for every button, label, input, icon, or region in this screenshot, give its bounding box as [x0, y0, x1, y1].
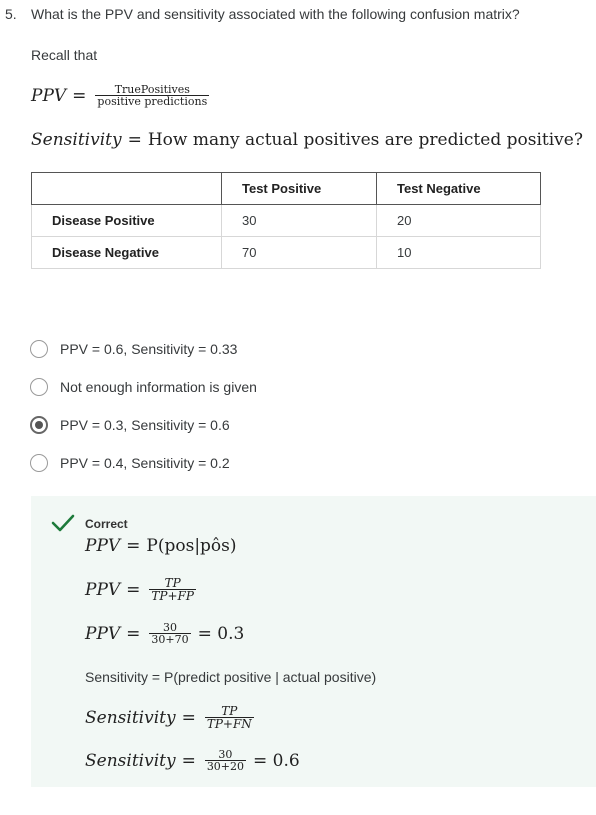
answer-option-label: PPV = 0.3, Sensitivity = 0.6 — [60, 417, 230, 433]
table-header-test-negative: Test Negative — [376, 172, 541, 205]
formula-fraction: TP TP+FN — [204, 704, 254, 731]
formula-numerator: TP — [164, 576, 181, 590]
feedback-status: Correct — [85, 517, 128, 531]
formula-denominator: 30+70 — [149, 633, 191, 646]
formula-equals: = — [126, 536, 141, 556]
ppv-formula-denominator: positive predictions — [95, 95, 210, 108]
answer-option-3[interactable]: PPV = 0.3, Sensitivity = 0.6 — [30, 406, 257, 444]
feedback-formula-2: PPV = TP TP+FP — [85, 576, 199, 603]
answer-option-label: PPV = 0.6, Sensitivity = 0.33 — [60, 341, 238, 357]
radio-button-selected[interactable] — [30, 416, 48, 434]
table-header-empty — [31, 172, 222, 205]
feedback-formula-3: PPV = 30 30+70 = 0.3 — [85, 622, 244, 646]
table-cell: 30 — [221, 204, 377, 237]
formula-numerator: TP — [221, 704, 238, 718]
sensitivity-formula-lhs: Sensitivity — [31, 130, 122, 150]
question-text: What is the PPV and sensitivity associat… — [31, 6, 520, 22]
radio-button[interactable] — [30, 340, 48, 358]
radio-button[interactable] — [30, 454, 48, 472]
answer-option-2[interactable]: Not enough information is given — [30, 368, 257, 406]
sensitivity-formula-equals: = — [127, 130, 142, 150]
ppv-formula-fraction: TruePositives positive predictions — [95, 83, 210, 108]
feedback-sensitivity-text: Sensitivity = P(predict positive | actua… — [85, 669, 377, 685]
formula-fraction: TP TP+FP — [149, 576, 196, 603]
feedback-formula-1: PPV = P(pos|pôs) — [85, 536, 237, 556]
formula-equals: = — [126, 624, 141, 644]
table-row: Disease Positive 30 20 — [31, 204, 541, 237]
formula-fraction: 30 30+70 — [149, 621, 191, 646]
answer-option-1[interactable]: PPV = 0.6, Sensitivity = 0.33 — [30, 330, 257, 368]
ppv-formula-numerator: TruePositives — [114, 83, 190, 96]
formula-lhs: Sensitivity — [85, 751, 176, 771]
answer-option-label: PPV = 0.4, Sensitivity = 0.2 — [60, 455, 230, 471]
feedback-formula-5: Sensitivity = 30 30+20 = 0.6 — [85, 749, 300, 773]
ppv-formula-lhs: PPV — [31, 86, 67, 106]
answer-option-4[interactable]: PPV = 0.4, Sensitivity = 0.2 — [30, 444, 257, 482]
ppv-formula: PPV = TruePositives positive predictions — [31, 84, 212, 108]
formula-numerator: 30 — [218, 748, 233, 761]
formula-denominator: TP+FN — [204, 717, 254, 731]
ppv-formula-equals: = — [72, 86, 87, 106]
formula-result: = 0.3 — [197, 624, 245, 644]
formula-lhs: Sensitivity — [85, 708, 176, 728]
sensitivity-formula-rhs: How many actual positives are predicted … — [147, 130, 583, 150]
formula-equals: = — [181, 751, 196, 771]
feedback-formula-4: Sensitivity = TP TP+FN — [85, 704, 257, 731]
table-cell: 70 — [221, 236, 377, 269]
table-cell: 20 — [376, 204, 541, 237]
table-header-row: Test Positive Test Negative — [31, 172, 541, 205]
formula-lhs: PPV — [85, 624, 121, 644]
confusion-matrix-table: Test Positive Test Negative Disease Posi… — [31, 172, 541, 269]
formula-numerator: 30 — [163, 621, 178, 634]
checkmark-icon — [51, 514, 75, 532]
table-header-test-positive: Test Positive — [221, 172, 377, 205]
formula-rhs: P(pos|pôs) — [146, 536, 237, 556]
feedback-panel: Correct PPV = P(pos|pôs) PPV = TP TP+FP … — [31, 496, 596, 787]
formula-denominator: TP+FP — [149, 589, 196, 603]
formula-equals: = — [126, 580, 141, 600]
question-number: 5. — [5, 6, 17, 22]
sensitivity-formula: Sensitivity = How many actual positives ar… — [31, 130, 583, 150]
answer-option-label: Not enough information is given — [60, 379, 257, 395]
row-label-disease-positive: Disease Positive — [31, 204, 222, 237]
formula-lhs: PPV — [85, 580, 121, 600]
formula-result: = 0.6 — [253, 751, 300, 771]
table-cell: 10 — [376, 236, 541, 269]
formula-equals: = — [181, 708, 196, 728]
radio-button[interactable] — [30, 378, 48, 396]
formula-fraction: 30 30+20 — [204, 748, 247, 773]
row-label-disease-negative: Disease Negative — [31, 236, 222, 269]
recall-text: Recall that — [31, 47, 98, 63]
formula-lhs: PPV — [85, 536, 121, 556]
formula-denominator: 30+20 — [204, 760, 247, 773]
table-row: Disease Negative 70 10 — [31, 236, 541, 269]
answer-options: PPV = 0.6, Sensitivity = 0.33 Not enough… — [30, 330, 257, 482]
